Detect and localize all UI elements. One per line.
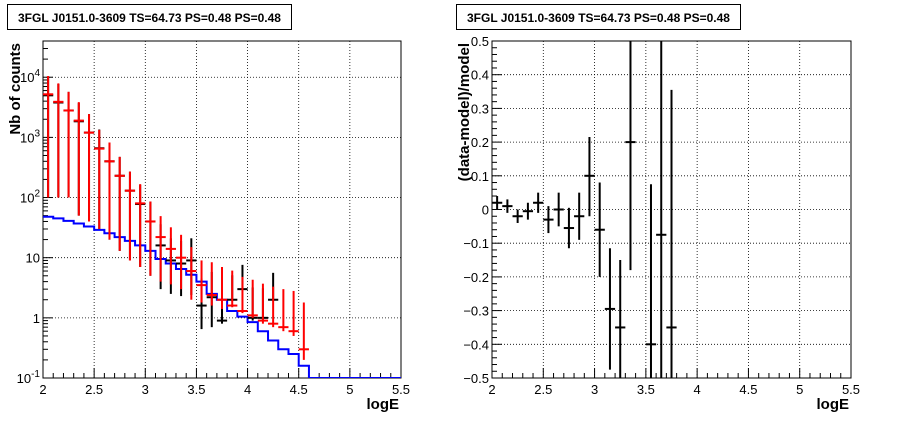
right-y-tick-label: −0.2 bbox=[463, 270, 489, 285]
left-x-tick-label: 2 bbox=[39, 382, 46, 397]
left-x-axis-label: logE bbox=[367, 396, 400, 413]
left-x-tick-label: 5.5 bbox=[392, 382, 410, 397]
left-y-tick-label: 10-1 bbox=[17, 369, 41, 386]
left-y-tick-label: 103 bbox=[20, 128, 40, 145]
left-y-tick-label: 1 bbox=[33, 311, 40, 326]
left-x-tick-label: 4.5 bbox=[290, 382, 308, 397]
right-x-tick-label: 4 bbox=[694, 382, 701, 397]
right-x-tick-label: 4.5 bbox=[739, 382, 757, 397]
right-x-tick-label: 5.5 bbox=[842, 382, 860, 397]
left-x-tick-label: 3 bbox=[142, 382, 149, 397]
right-y-tick-label: −0.1 bbox=[463, 236, 489, 251]
right-data-layer bbox=[492, 41, 677, 378]
right-x-tick-label: 3 bbox=[591, 382, 598, 397]
right-y-tick-label: 0.4 bbox=[471, 68, 489, 83]
left-x-tick-label: 5 bbox=[346, 382, 353, 397]
left-x-tick-label: 3.5 bbox=[187, 382, 205, 397]
left-y-axis-label: Nb of counts bbox=[7, 43, 24, 135]
right-x-tick-label: 2.5 bbox=[534, 382, 552, 397]
right-y-tick-label: −0.5 bbox=[463, 371, 489, 386]
right-y-tick-label: −0.3 bbox=[463, 304, 489, 319]
right-y-tick-label: 0.5 bbox=[471, 34, 489, 49]
right-y-tick-label: 0 bbox=[482, 203, 489, 218]
left-y-tick-label: 104 bbox=[20, 68, 40, 85]
right-x-tick-label: 5 bbox=[796, 382, 803, 397]
right-x-tick-label: 2 bbox=[488, 382, 495, 397]
right-y-tick-label: 0.2 bbox=[471, 135, 489, 150]
right-x-axis-label: logE bbox=[817, 396, 850, 413]
right-y-tick-label: 0.1 bbox=[471, 169, 489, 184]
left-x-tick-label: 4 bbox=[244, 382, 251, 397]
right-y-tick-label: −0.4 bbox=[463, 337, 489, 352]
right-x-tick-label: 3.5 bbox=[637, 382, 655, 397]
right-chart-title: 3FGL J0151.0-3609 TS=64.73 PS=0.48 PS=0.… bbox=[456, 4, 741, 30]
left-x-tick-label: 2.5 bbox=[85, 382, 103, 397]
left-chart-title: 3FGL J0151.0-3609 TS=64.73 PS=0.48 PS=0.… bbox=[7, 4, 292, 30]
right-y-axis-label: (data-model)/model bbox=[456, 43, 473, 181]
left-data-layer bbox=[43, 75, 401, 378]
left-plot-frame bbox=[42, 40, 402, 379]
left-y-tick-label: 10 bbox=[26, 251, 40, 266]
left-y-tick-label: 102 bbox=[20, 189, 40, 206]
right-y-tick-label: 0.3 bbox=[471, 101, 489, 116]
